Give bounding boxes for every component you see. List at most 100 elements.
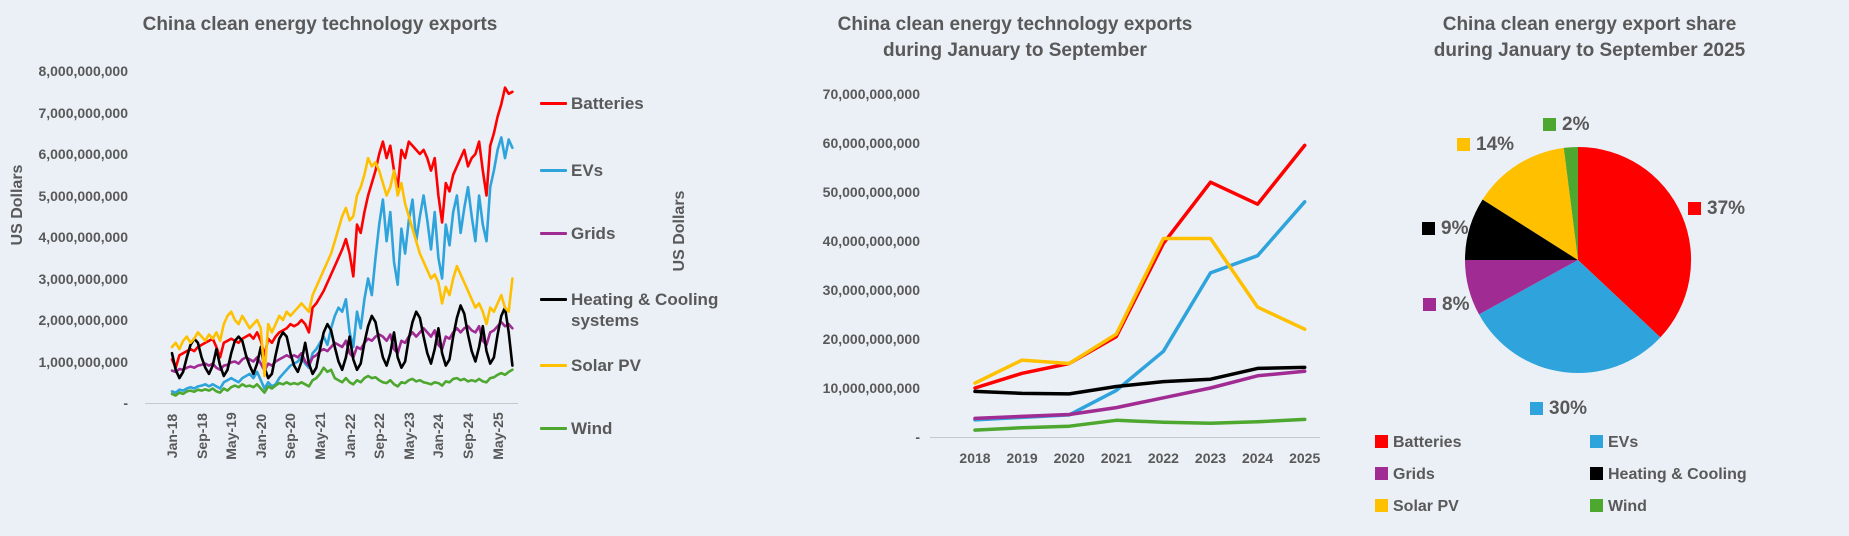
pct-label-wind: 2% <box>1562 114 1590 135</box>
pct-label-heating-cooling: 9% <box>1441 218 1469 239</box>
x-tick-label: 2023 <box>1194 450 1227 466</box>
pct-swatch-wind <box>1543 118 1556 131</box>
series-line-solar-pv <box>973 236 1307 385</box>
y-tick-label: 2,000,000,000 <box>38 312 128 328</box>
pct-label-grids: 8% <box>1442 294 1470 315</box>
monthly-line-plot <box>145 86 518 404</box>
chart-title-line1: China clean energy export share <box>1442 14 1737 35</box>
x-tick-label: Sep-20 <box>282 413 299 459</box>
y-tick-label: 7,000,000,000 <box>38 104 128 121</box>
y-tick-label: - <box>123 395 128 411</box>
legend-label-wind: Wind <box>571 419 613 438</box>
pie-slice-heating-cooling <box>1465 199 1578 260</box>
pie-legend-swatch-evs <box>1590 435 1603 448</box>
pct-label-solar-pv: 14% <box>1476 134 1515 155</box>
x-tick-label: May-19 <box>223 412 240 460</box>
chart-export-share-pie: China clean energy export share during J… <box>1330 0 1849 536</box>
pie-slice-grids <box>1465 260 1578 315</box>
y-tick-label: 8,000,000,000 <box>38 63 128 79</box>
x-tick-label: 2025 <box>1289 450 1321 466</box>
pct-swatch-grids <box>1423 298 1436 311</box>
y-tick-label: 4,000,000,000 <box>38 229 128 245</box>
pct-swatch-evs <box>1530 402 1543 415</box>
legend-swatch-wind <box>540 427 567 430</box>
x-tick-label: Jan-22 <box>341 413 358 459</box>
x-tick-label: Sep-22 <box>371 413 388 459</box>
pie-slice-evs <box>1479 260 1661 374</box>
x-tick-label: May-23 <box>400 412 417 460</box>
series-line-evs <box>170 136 514 394</box>
legend-label-solar-pv: Solar PV <box>571 356 641 375</box>
pie-legend-swatch-batteries <box>1375 435 1388 448</box>
legend-label-evs: EVs <box>571 161 604 180</box>
x-tick-label: 2022 <box>1147 450 1179 466</box>
x-tick-label: Jan-18 <box>164 413 180 459</box>
pie-legend-swatch-heating-cooling <box>1590 467 1603 480</box>
pie-slice-wind <box>1563 147 1578 260</box>
chart-title-line1: China clean energy technology exports <box>837 14 1193 35</box>
y-tick-label: 3,000,000,000 <box>38 270 128 287</box>
series-line-grids <box>973 369 1307 421</box>
pie-slice-batteries <box>1578 146 1692 338</box>
legend-swatch-batteries <box>540 102 567 105</box>
chart-title: China clean energy technology exports <box>142 14 498 35</box>
y-tick-label: 70,000,000,000 <box>822 86 920 102</box>
pie-slice-solar-pv <box>1482 147 1578 260</box>
y-tick-label: 50,000,000,000 <box>822 184 920 200</box>
series-line-batteries <box>170 86 514 370</box>
legend-label-grids: Grids <box>571 224 616 243</box>
y-tick-label: 30,000,000,000 <box>822 282 920 298</box>
y-tick-label: 20,000,000,000 <box>822 331 920 347</box>
legend-swatch-solar-pv <box>540 364 567 367</box>
pie-legend-label-batteries: Batteries <box>1393 434 1462 451</box>
series-line-wind <box>973 417 1307 432</box>
yearly-line-plot <box>930 143 1320 438</box>
x-tick-label: May-21 <box>312 412 328 460</box>
pct-label-evs: 30% <box>1549 398 1588 419</box>
pie-legend-label-evs: EVs <box>1608 434 1639 451</box>
pct-label-batteries: 37% <box>1707 198 1746 219</box>
x-tick-label: 2021 <box>1100 450 1132 466</box>
x-tick-label: Jan-20 <box>252 413 269 459</box>
legend-swatch-evs <box>540 169 567 172</box>
y-tick-label: 6,000,000,000 <box>38 146 128 162</box>
legend-swatch-grids <box>540 232 567 235</box>
pie-legend-swatch-solar-pv <box>1375 499 1388 512</box>
y-tick-label: 1,000,000,000 <box>38 353 128 370</box>
y-tick-label: 10,000,000,000 <box>822 380 920 396</box>
x-tick-label: May-25 <box>489 412 506 460</box>
legend-swatch-heating-cooling-systems <box>540 298 567 301</box>
pie-plot <box>1465 146 1692 374</box>
x-tick-label: 2020 <box>1053 450 1085 466</box>
legend-label-heating-cooling-systems: Heating & Cooling systems <box>571 290 719 330</box>
pct-swatch-solar-pv <box>1457 138 1470 151</box>
pct-swatch-batteries <box>1688 202 1701 215</box>
series-line-batteries <box>973 143 1307 390</box>
y-tick-label: 40,000,000,000 <box>822 233 920 249</box>
series-line-wind <box>170 366 514 397</box>
chart-title-line2: during January to September <box>883 40 1147 61</box>
pie-legend-label-solar-pv: Solar PV <box>1393 498 1459 515</box>
chart-title-line2: during January to September 2025 <box>1433 40 1746 61</box>
y-tick-label: 5,000,000,000 <box>38 187 128 204</box>
chart-monthly-exports: China clean energy technology exports US… <box>0 0 718 536</box>
x-tick-label: 2024 <box>1242 450 1274 466</box>
pie-legend-label-wind: Wind <box>1608 498 1647 515</box>
x-tick-label: Jan-24 <box>430 413 447 459</box>
chart-jan-sep-totals: China clean energy technology exports du… <box>670 0 1330 536</box>
pct-swatch-heating-cooling <box>1422 222 1435 235</box>
pie-legend-swatch-grids <box>1375 467 1388 480</box>
series-line-heating-cooling-systems <box>973 365 1307 396</box>
x-tick-label: 2019 <box>1006 450 1038 466</box>
pie-legend-swatch-wind <box>1590 499 1603 512</box>
x-tick-label: Sep-24 <box>460 413 476 459</box>
y-tick-label: 60,000,000,000 <box>822 135 920 151</box>
pie-legend-label-grids: Grids <box>1393 466 1435 483</box>
series-line-heating-cooling-systems <box>170 304 514 380</box>
x-tick-label: Sep-18 <box>193 413 210 459</box>
y-tick-label: - <box>915 429 920 445</box>
x-tick-label: 2018 <box>959 450 991 466</box>
legend-label-batteries: Batteries <box>571 94 644 113</box>
series-line-solar-pv <box>170 156 514 378</box>
